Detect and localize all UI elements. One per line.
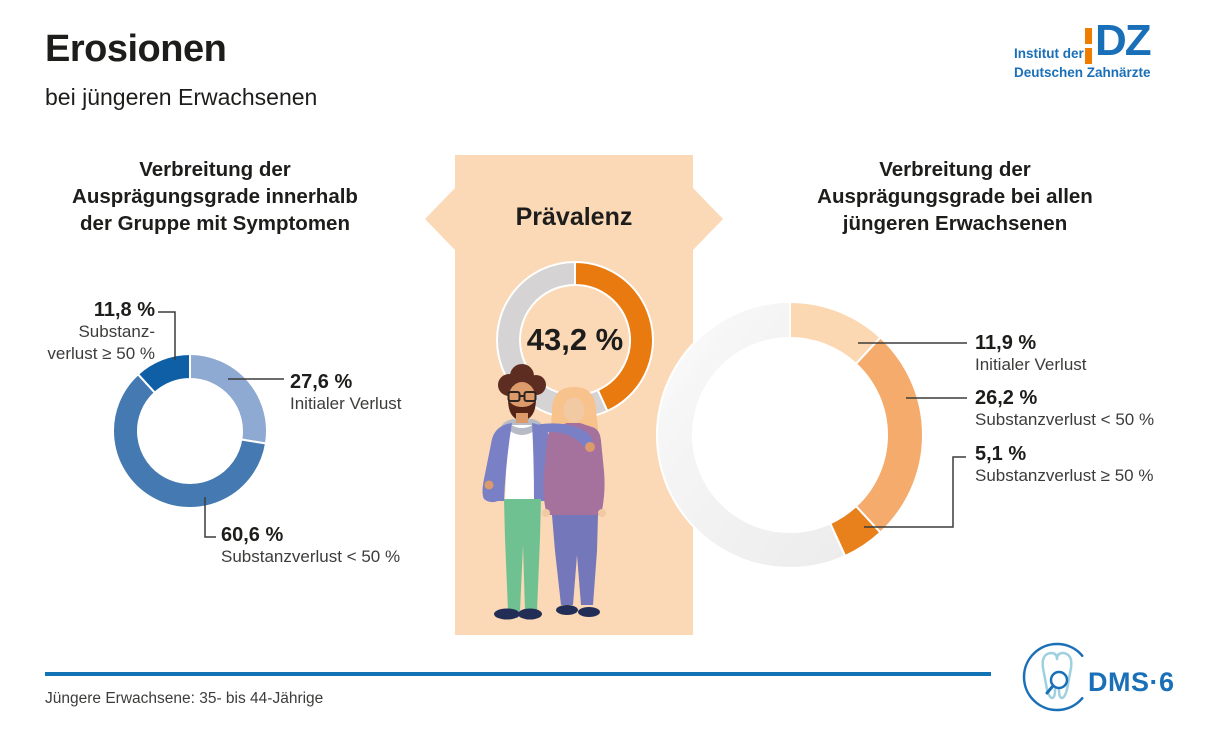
segment-label: Substanz- [78,322,155,341]
segment-value: 27,6 % [290,371,353,393]
leader-lines-right [858,342,967,528]
woman-shoe-right [578,607,600,617]
chart-title-right-line1: Verbreitung der [879,158,1031,181]
leader-line [864,456,966,528]
leader-lines-left [158,311,284,538]
footer-rule [45,672,991,676]
man-figure [482,364,550,620]
people-illustration [482,364,606,620]
man-arm-around-shoulder [536,423,593,451]
segment-label: verlust ≥ 50 % [47,344,155,363]
chart-label-substanzverlust-lt50-left: 60,6 % Substanzverlust < 50 % [221,524,400,568]
footnote: Jüngere Erwachsene: 35- bis 44-Jährige [45,690,324,707]
woman-hand-right [598,509,606,517]
leader-line [158,311,176,360]
donut-segment [854,336,924,534]
man-pants [504,499,541,611]
segment-label: Initialer Verlust [290,394,402,413]
woman-pants [552,515,598,605]
chart-label-substanzverlust-ge50-right: 5,1 % Substanzverlust ≥ 50 % [975,443,1153,487]
donut-segment [656,300,847,569]
leader-line [204,497,216,538]
woman-fringe [561,390,587,403]
prevalence-value: 43,2 % [526,322,624,357]
magnifier-handle [1045,685,1054,695]
man-neck [516,413,528,423]
man-beard [508,399,536,421]
woman-figure [542,387,606,617]
dms6-circle [1022,642,1084,712]
idz-dz-letters: DZ [1095,16,1152,65]
chart-title-right: Verbreitung der Ausprägungsgrade bei all… [775,156,1135,237]
idz-logo: Institut der Deutschen Zahnärzte DZ [1012,16,1172,90]
right-donut-chart [656,300,967,569]
man-shoe-left [494,608,520,620]
chart-title-right-line3: jüngeren Erwachsenen [842,212,1068,235]
man-collar [508,423,536,435]
chart-title-left-line3: der Gruppe mit Symptomen [80,212,350,235]
chart-title-left-line2: Ausprägungsgrade innerhalb [72,185,358,208]
left-donut-chart [112,311,284,538]
man-hand-left [484,480,494,490]
woman-shoe-left [556,605,578,615]
prevalence-banner-label: Prävalenz [515,203,633,231]
segment-value: 60,6 % [221,524,284,546]
idz-logo-line2: Deutschen Zahnärzte [1014,65,1151,80]
segment-value: 11,9 % [975,332,1037,354]
segment-label: Substanzverlust < 50 % [975,410,1155,429]
magnifier-icon [1049,670,1069,690]
chart-label-substanzverlust-ge50-left: 11,8 % Substanz- verlust ≥ 50 % [18,299,155,365]
woman-hand-left [542,509,550,517]
chart-label-initialer-verlust-right: 11,9 % Initialer Verlust [975,332,1087,376]
woman-face [563,397,585,423]
dms6-logo [1022,642,1084,712]
chart-label-initialer-verlust-left: 27,6 % Initialer Verlust [290,371,402,415]
page-subtitle: bei jüngeren Erwachsenen [45,84,318,110]
donut-segment [189,352,268,445]
man-hand-right [585,442,595,452]
page-title: Erosionen [45,28,227,70]
idz-i-icon [1085,28,1092,64]
segment-value: 26,2 % [975,387,1038,409]
idz-logo-line1: Institut der [1014,46,1084,61]
dms6-label: DMS·6 [1088,667,1175,697]
chart-title-right-line2: Ausprägungsgrade bei allen [817,185,1093,208]
donut-segment [112,372,268,509]
man-glasses [507,391,537,402]
idz-logo-text: Institut der Deutschen Zahnärzte [1014,44,1151,82]
chart-title-left-line1: Verbreitung der [139,158,291,181]
segment-value: 11,8 % [93,299,155,321]
chart-title-left: Verbreitung der Ausprägungsgrade innerha… [35,156,395,237]
segment-label: Substanzverlust ≥ 50 % [975,466,1154,485]
donut-segment [136,352,191,395]
segment-label: Substanzverlust < 50 % [221,547,401,566]
segment-label: Initialer Verlust [975,355,1087,374]
man-shirt [505,425,539,501]
chart-label-substanzverlust-lt50-right: 26,2 % Substanzverlust < 50 % [975,387,1154,431]
man-shoe-right [518,608,542,620]
segment-value: 5,1 % [975,443,1027,465]
tooth-icon [1041,651,1073,700]
